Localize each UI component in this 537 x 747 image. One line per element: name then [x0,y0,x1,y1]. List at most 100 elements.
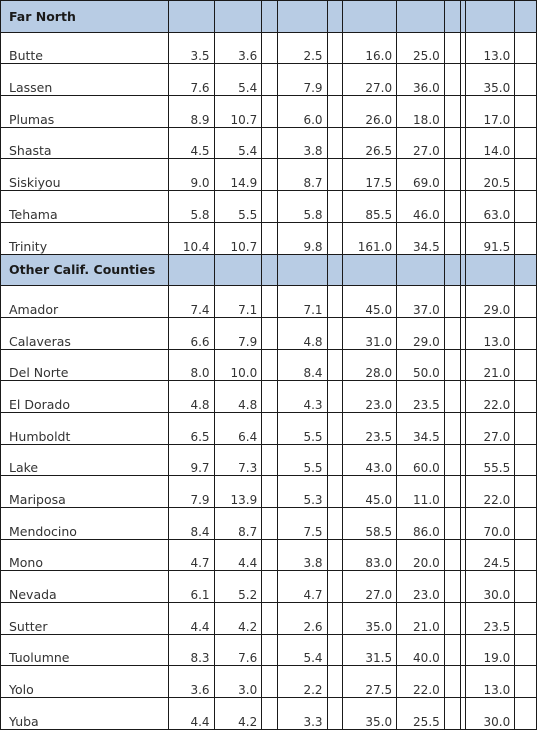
section-header-cell [167,253,215,287]
value-cell-v1: 8.4 [167,507,215,540]
value-cell-v4: 26.5 [342,126,398,160]
value-cell-v4: 35.0 [342,697,398,730]
empty-cell [443,158,461,192]
county-name-cell: Tehama [0,190,169,223]
value-cell-v1: 5.8 [167,190,215,223]
table-row: Mono 4.7 4.4 3.8 83.0 20.0 24.5 [0,538,537,572]
section-header-cell [342,253,398,287]
value-cell-v5: 60.0 [396,443,445,477]
empty-cell [261,63,279,97]
value-cell-v2: 5.4 [213,126,263,160]
empty-cell [326,507,344,540]
value-cell-v3: 5.4 [277,633,328,667]
value-cell-v1: 4.8 [167,380,215,413]
value-cell-v5: 37.0 [396,285,445,318]
empty-cell [514,633,537,667]
value-cell-v4: 17.5 [342,158,398,192]
empty-cell [326,348,344,382]
table-row: Butte 3.5 3.6 2.5 16.0 25.0 13.0 [0,31,537,65]
empty-cell [261,348,279,382]
value-cell-v3: 5.8 [277,190,328,223]
empty-cell [514,380,537,413]
empty-cell [514,475,537,508]
value-cell-v3: 3.8 [277,538,328,572]
value-cell-v2: 7.9 [213,316,263,350]
table-row: Amador 7.4 7.1 7.1 45.0 37.0 29.0 [0,285,537,318]
county-name-cell: Shasta [0,126,169,160]
empty-cell [514,316,537,350]
table-row: El Dorado 4.8 4.8 4.3 23.0 23.5 22.0 [0,380,537,413]
value-cell-v5: 36.0 [396,63,445,97]
table-row: Siskiyou 9.0 14.9 8.7 17.5 69.0 20.5 [0,158,537,192]
empty-cell [514,63,537,97]
value-cell-v1: 4.4 [167,697,215,730]
county-name-cell: Sutter [0,602,169,635]
section-header-cell [326,0,344,33]
value-cell-v2: 14.9 [213,158,263,192]
empty-cell [261,285,279,318]
value-cell-v1: 6.5 [167,411,215,445]
county-name-cell: Butte [0,31,169,65]
empty-cell [261,316,279,350]
value-cell-v2: 6.4 [213,411,263,445]
empty-cell [443,443,461,477]
value-cell-v1: 4.7 [167,538,215,572]
empty-cell [514,126,537,160]
value-cell-v3: 3.8 [277,126,328,160]
empty-cell [261,633,279,667]
table-row: Del Norte 8.0 10.0 8.4 28.0 50.0 21.0 [0,348,537,382]
value-cell-v6: 30.0 [464,570,516,604]
value-cell-v5: 20.0 [396,538,445,572]
value-cell-v5: 27.0 [396,126,445,160]
table-body: Far North Butte 3.5 3.6 2.5 16.0 25.0 13.0 Lasse… [0,0,537,730]
value-cell-v1: 7.9 [167,475,215,508]
value-cell-v6: 13.0 [464,31,516,65]
table-row: Lake 9.7 7.3 5.5 43.0 60.0 55.5 [0,443,537,477]
empty-cell [443,602,461,635]
empty-cell [459,697,466,730]
value-cell-v2: 4.2 [213,697,263,730]
county-name-cell: Plumas [0,95,169,128]
value-cell-v6: 19.0 [464,633,516,667]
value-cell-v3: 4.7 [277,570,328,604]
value-cell-v4: 27.0 [342,63,398,97]
value-cell-v3: 4.3 [277,380,328,413]
value-cell-v2: 5.2 [213,570,263,604]
value-cell-v3: 4.8 [277,316,328,350]
value-cell-v1: 7.6 [167,63,215,97]
value-cell-v1: 3.5 [167,31,215,65]
value-cell-v5: 23.5 [396,380,445,413]
value-cell-v6: 29.0 [464,285,516,318]
value-cell-v2: 7.3 [213,443,263,477]
section-title: Other Calif. Counties [0,253,169,287]
empty-cell [514,665,537,699]
value-cell-v6: 17.0 [464,95,516,128]
empty-cell [261,538,279,572]
empty-cell [261,31,279,65]
section-header-cell [277,0,328,33]
table-row: Nevada 6.1 5.2 4.7 27.0 23.0 30.0 [0,570,537,604]
empty-cell [514,31,537,65]
county-name-cell: Nevada [0,570,169,604]
table-row: Yuba 4.4 4.2 3.3 35.0 25.5 30.0 [0,697,537,730]
value-cell-v1: 7.4 [167,285,215,318]
empty-cell [326,380,344,413]
section-header-cell [277,253,328,287]
value-cell-v5: 34.5 [396,411,445,445]
empty-cell [261,665,279,699]
value-cell-v3: 8.7 [277,158,328,192]
empty-cell [326,63,344,97]
value-cell-v2: 7.1 [213,285,263,318]
value-cell-v1: 9.7 [167,443,215,477]
empty-cell [514,158,537,192]
empty-cell [514,443,537,477]
county-name-cell: El Dorado [0,380,169,413]
value-cell-v6: 13.0 [464,665,516,699]
empty-cell [261,380,279,413]
value-cell-v2: 5.5 [213,190,263,223]
value-cell-v1: 8.9 [167,95,215,128]
empty-cell [261,158,279,192]
empty-cell [443,126,461,160]
value-cell-v4: 31.5 [342,633,398,667]
section-header-cell [261,253,279,287]
